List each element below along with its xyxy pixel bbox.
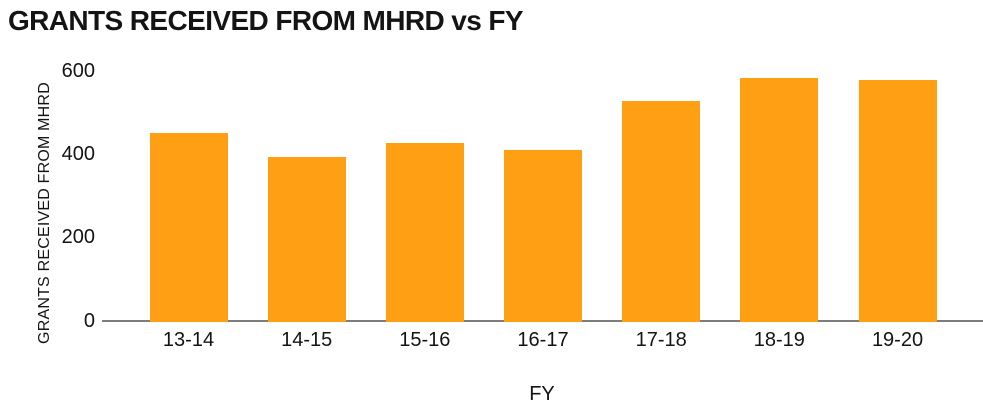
bar-13-14 — [149, 133, 228, 322]
bar-17-18 — [622, 100, 701, 322]
x-axis-tick-label: 16-17 — [517, 329, 569, 351]
x-axis-tick-label: 15-16 — [399, 329, 451, 351]
chart-title: GRANTS RECEIVED FROM MHRD vs FY — [8, 5, 524, 36]
bar-15-16 — [385, 143, 464, 322]
y-axis-tick-label: 0 — [83, 309, 95, 332]
x-axis-tick-label: 19-20 — [871, 329, 924, 351]
x-axis-tick-label: 13-14 — [162, 329, 215, 351]
y-axis-tick-label: 600 — [61, 59, 95, 82]
bar-14-15 — [267, 157, 346, 322]
bar-19-20 — [858, 79, 937, 322]
x-axis-title: FY — [529, 383, 555, 405]
bar-16-17 — [504, 149, 582, 322]
x-axis-tick-label: 17-18 — [635, 329, 687, 351]
y-axis-tick-label: 400 — [61, 142, 95, 165]
bar-18-19 — [740, 78, 819, 322]
x-axis-tick-label: 14-15 — [281, 329, 333, 351]
x-axis-tick-label: 18-19 — [753, 329, 805, 351]
y-axis-tick-label: 200 — [61, 226, 95, 249]
